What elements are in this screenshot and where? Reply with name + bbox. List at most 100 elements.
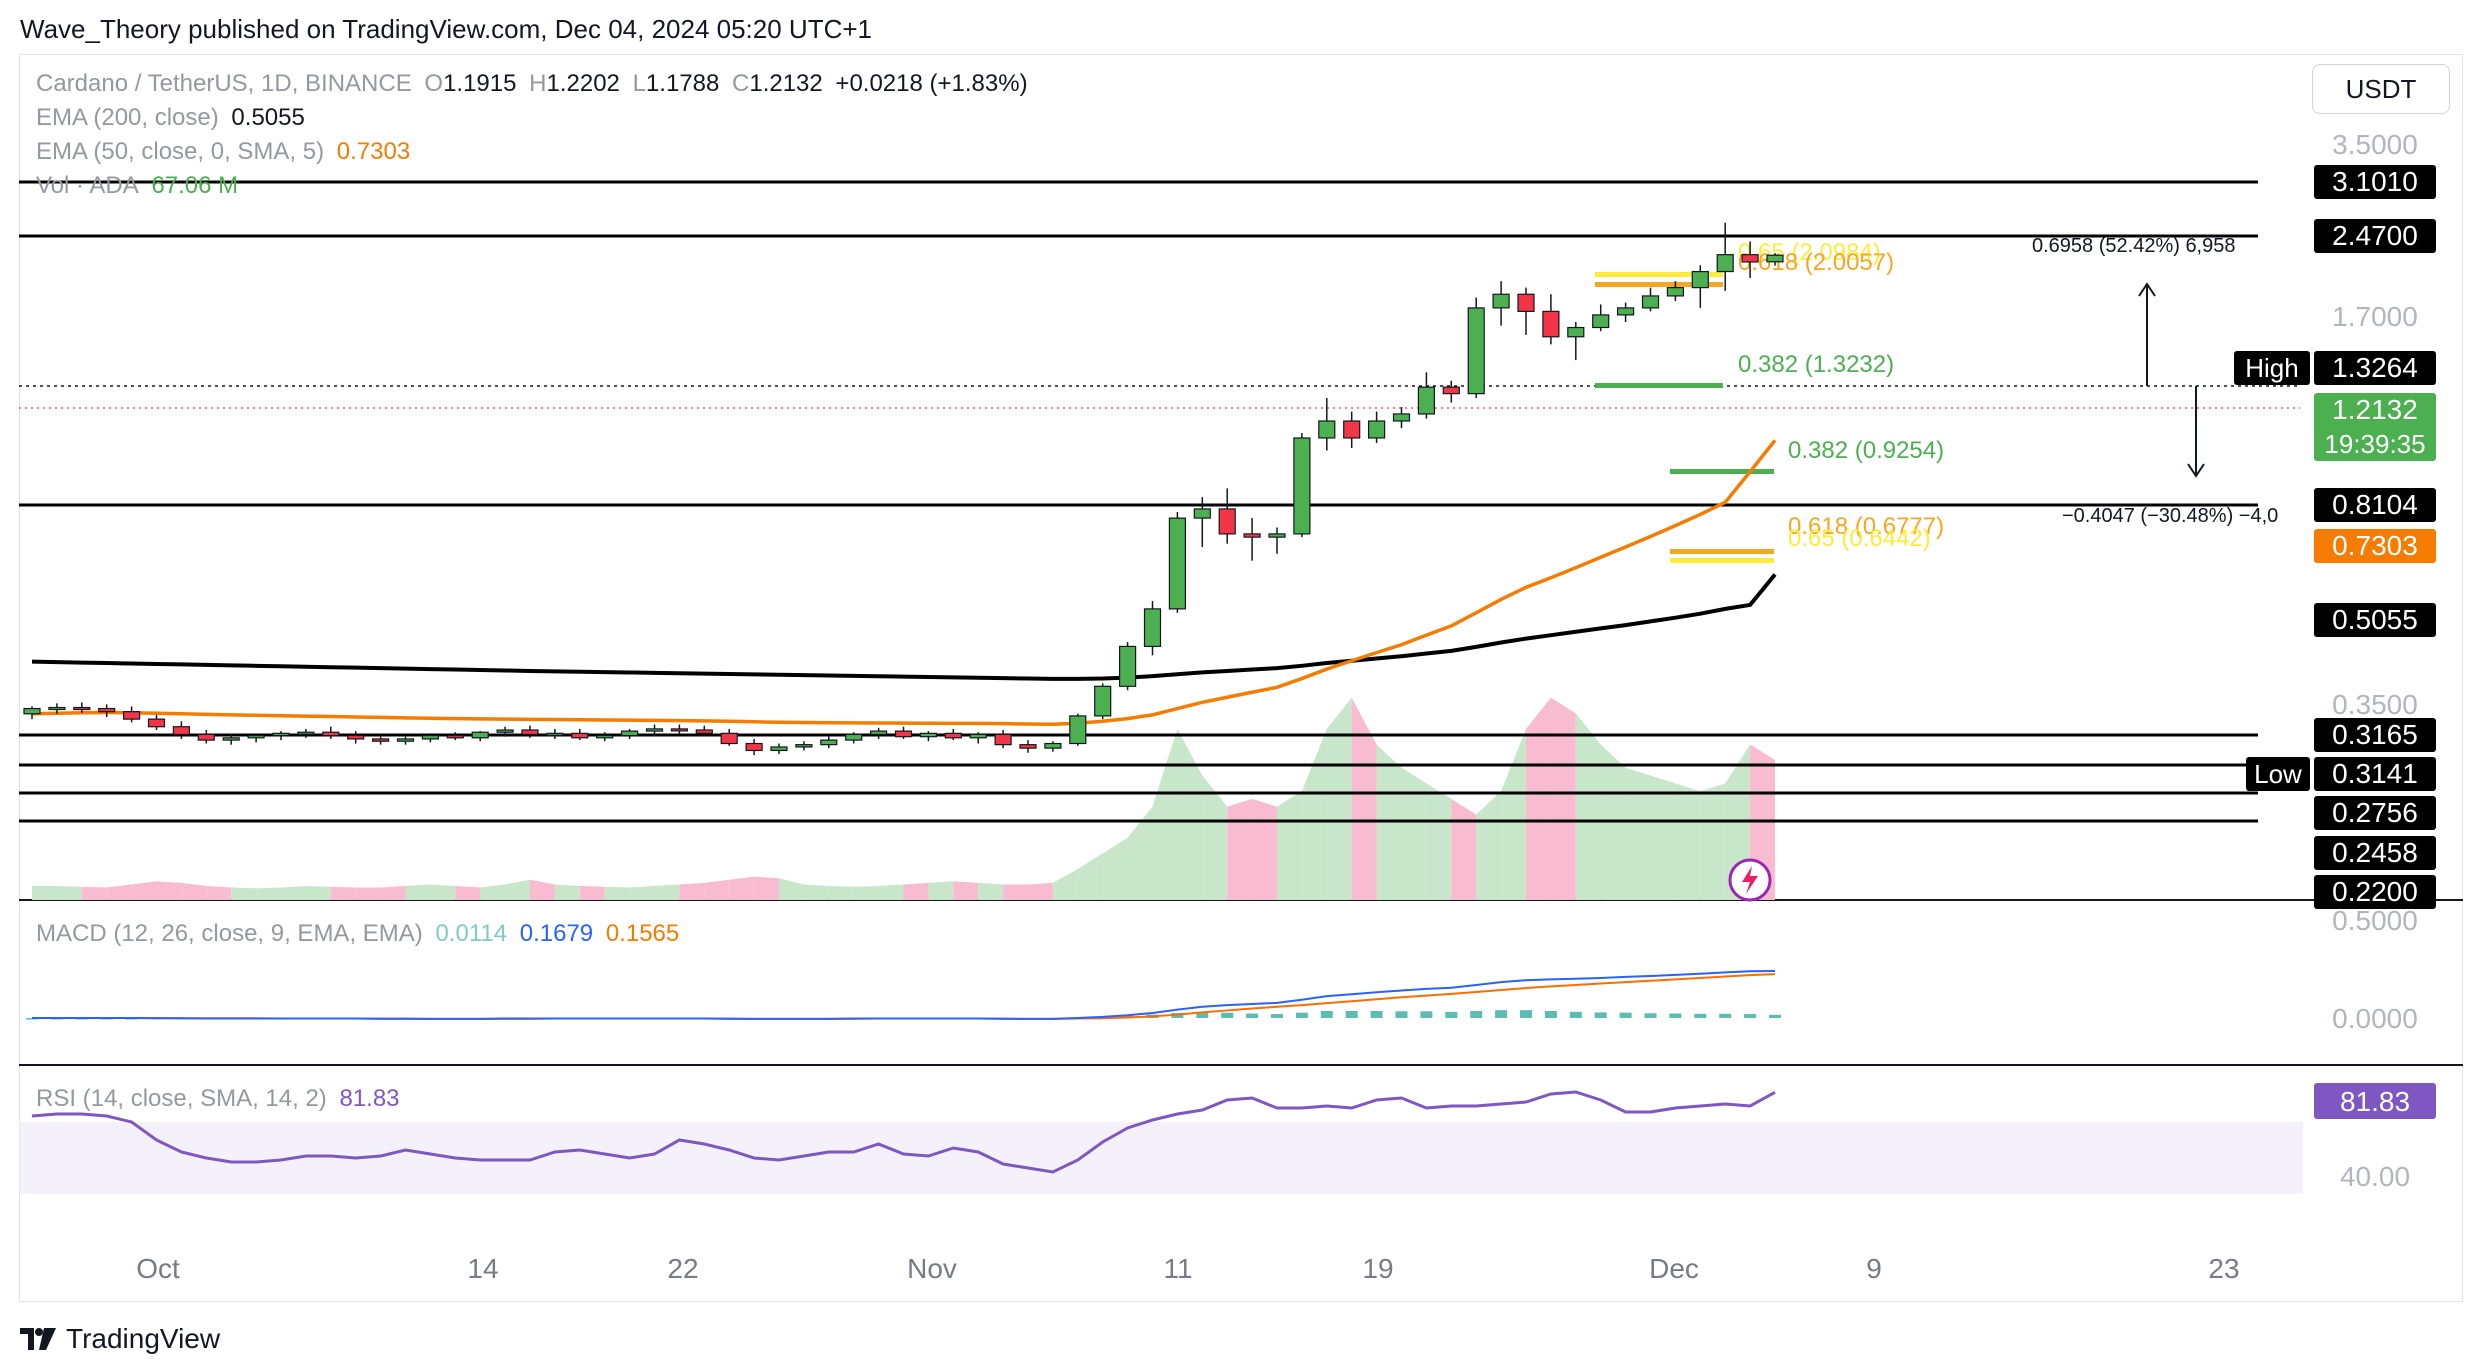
price-label-box: [2314, 757, 2436, 791]
tradingview-logo[interactable]: TradingView: [20, 1322, 220, 1356]
replay-icon[interactable]: [1728, 858, 1772, 902]
candle-body: [347, 734, 365, 740]
volume-segment: [1052, 868, 1078, 900]
candle-body: [1616, 307, 1635, 316]
volume-segment: [206, 886, 232, 900]
rsi-legend[interactable]: RSI (14, close, SMA, 14, 2) 81.83: [36, 1085, 406, 1113]
candle-body: [695, 729, 713, 734]
volume-segment: [554, 884, 580, 900]
ema50-line: [31, 439, 1777, 726]
fib-lower-0382-line: [1670, 469, 1774, 474]
candle-body: [372, 738, 390, 742]
price-tag-box: [2234, 351, 2310, 385]
candle-body: [994, 733, 1012, 746]
candle-body: [869, 730, 888, 736]
macd-hist-value: 0.0114: [435, 920, 508, 947]
candle-body: [1542, 310, 1560, 338]
ema200-line: [31, 573, 1777, 681]
chart-frame: [19, 54, 2463, 1302]
x-axis-tick: 11: [1163, 1253, 1192, 1284]
volume-segment: [1650, 775, 1676, 900]
candle-body: [1367, 420, 1386, 439]
candle-body: [1143, 608, 1162, 648]
candle-body: [1094, 685, 1112, 717]
candle-body: [1243, 533, 1261, 538]
volume-segment: [978, 882, 1004, 900]
macd-line-value: 0.1679: [519, 920, 594, 947]
y-axis-tick: 3.5000: [2332, 129, 2418, 160]
volume-segment: [903, 882, 929, 900]
price-axis: 3.1010 2.4700 1.3264 High 1.2132 19:39:35 0.81…: [2234, 129, 2436, 1192]
macd-label: MACD (12, 26, close, 9, EMA, EMA): [36, 920, 423, 947]
price-label-text: 0.2756: [2332, 797, 2418, 828]
volume-segment: [828, 886, 854, 900]
price-label-box: [2314, 718, 2436, 752]
ema50-label: EMA (50, close, 0, SMA, 5): [36, 138, 325, 165]
symbol-legend[interactable]: Cardano / TetherUS, 1D, BINANCE O1.1915 …: [36, 70, 1034, 98]
x-axis-tick: 14: [467, 1253, 498, 1284]
volume-segment: [1575, 713, 1601, 900]
fib-upper-065-line: [1595, 272, 1723, 277]
candle-body: [770, 746, 788, 752]
tradingview-wordmark: TradingView: [66, 1323, 221, 1354]
volume-segment: [56, 886, 82, 900]
price-label-box: [2314, 603, 2436, 637]
y-axis-tick: 0.3500: [2332, 689, 2418, 720]
candle-body: [795, 744, 813, 748]
volume-segment: [1102, 837, 1128, 900]
candle-body: [1766, 254, 1784, 263]
rsi-label-box: [2314, 1083, 2436, 1119]
fib-lower-065-label: 0.65 (0.6442): [1788, 525, 1931, 552]
volume-segment: [579, 886, 605, 900]
candle-body: [1517, 293, 1535, 312]
rsi-label: RSI (14, close, SMA, 14, 2): [36, 1085, 327, 1112]
fib-upper-0382-label: 0.382 (1.3232): [1738, 351, 1894, 378]
volume-segment: [305, 886, 331, 900]
measure-down-label: −0.4047 (−30.48%) −4,0: [2062, 505, 2278, 527]
macd-histogram-bar: [1520, 1010, 1532, 1018]
macd-histogram-bar: [1569, 1011, 1582, 1018]
volume-segment: [455, 886, 481, 900]
candle-body: [172, 726, 190, 736]
currency-selector[interactable]: USDT: [2312, 64, 2450, 114]
price-label-text: 2.4700: [2332, 220, 2418, 251]
macd-histogram-bar: [1395, 1011, 1408, 1018]
price-label-text: 0.3141: [2332, 758, 2418, 789]
candle-body: [571, 732, 589, 739]
price-label-text: 0.2458: [2332, 837, 2418, 868]
tradingview-logo-icon: [20, 1328, 56, 1350]
volume-segment: [131, 881, 157, 900]
candle-body: [1417, 386, 1436, 415]
volume-segment: [1326, 697, 1352, 900]
macd-histogram-bar: [1495, 1010, 1508, 1018]
measure-down-arrowhead: [2187, 463, 2205, 478]
macd-legend[interactable]: MACD (12, 26, close, 9, EMA, EMA) 0.0114…: [36, 920, 685, 948]
y-axis-tick: 1.7000: [2332, 301, 2418, 332]
candle-body: [1741, 254, 1759, 263]
candle-body: [1268, 533, 1286, 538]
candle-body: [322, 731, 340, 737]
candle-body: [521, 729, 539, 736]
ema50-legend[interactable]: EMA (50, close, 0, SMA, 5) 0.7303: [36, 138, 416, 166]
ema200-legend[interactable]: EMA (200, close) 0.5055: [36, 104, 311, 132]
candle-body: [1567, 326, 1585, 338]
candle-body: [48, 706, 66, 711]
macd-histogram-bar: [1445, 1011, 1458, 1018]
volume-segment: [330, 886, 356, 900]
volume-legend[interactable]: Vol · ADA 67.06 M: [36, 172, 244, 200]
volume-segment: [803, 884, 829, 900]
candle-body: [919, 732, 938, 738]
volume-segment: [1301, 728, 1327, 900]
volume-segment: [1152, 728, 1178, 900]
volume-segment: [878, 884, 904, 900]
macd-histogram-bar: [1669, 1013, 1682, 1018]
candle-body: [645, 728, 664, 732]
volume-segment: [181, 882, 207, 900]
candle-body: [496, 729, 514, 733]
volume-segment: [654, 884, 680, 900]
rsi-value: 81.83: [339, 1085, 400, 1112]
close-label: C: [732, 70, 750, 97]
volume-segment: [1077, 853, 1103, 900]
price-label-text: 0.2200: [2332, 876, 2418, 907]
